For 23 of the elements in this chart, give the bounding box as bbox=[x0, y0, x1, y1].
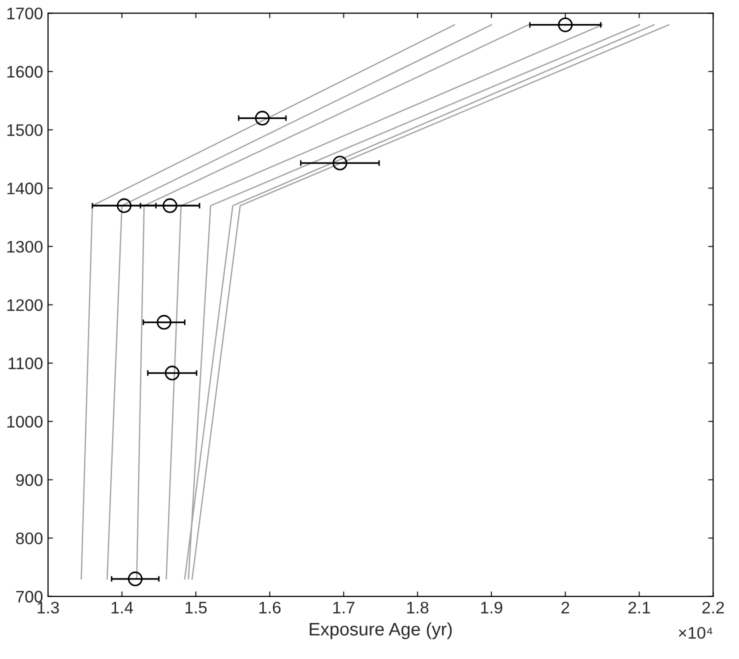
x-tick-label: 1.4 bbox=[112, 602, 134, 614]
y-tick-label: 800 bbox=[16, 532, 43, 544]
text: ×10⁴ bbox=[678, 626, 712, 639]
x-tick-label: 1.5 bbox=[186, 602, 207, 614]
y-tick-label: 700 bbox=[16, 590, 43, 603]
y-tick-label: 1700 bbox=[7, 8, 43, 20]
x-tick-label: 1.9 bbox=[481, 602, 502, 614]
x-tick-label: 2 bbox=[562, 602, 570, 614]
x-tick-label: 1.6 bbox=[259, 602, 281, 614]
y-tick-label: 1600 bbox=[7, 66, 43, 78]
y-tick-label: 1300 bbox=[7, 240, 43, 253]
x-tick-label: 2.1 bbox=[628, 602, 650, 614]
x-axis-title: Exposure Age (yr) bbox=[310, 622, 452, 640]
x-tick-label: 1.8 bbox=[407, 602, 428, 614]
x-tick-label: 1.3 bbox=[38, 602, 59, 614]
y-tick-label: 1400 bbox=[7, 182, 43, 194]
y-tick-label: 1100 bbox=[8, 358, 43, 370]
y-tick-label: 1000 bbox=[7, 416, 43, 428]
y-tick-label: 1500 bbox=[7, 124, 43, 136]
x-tick-label: 1.7 bbox=[333, 602, 354, 614]
y-tick-label: 900 bbox=[16, 474, 43, 486]
y-tick-label: 1200 bbox=[7, 299, 43, 311]
x-tick-label: 2.2 bbox=[702, 602, 724, 614]
